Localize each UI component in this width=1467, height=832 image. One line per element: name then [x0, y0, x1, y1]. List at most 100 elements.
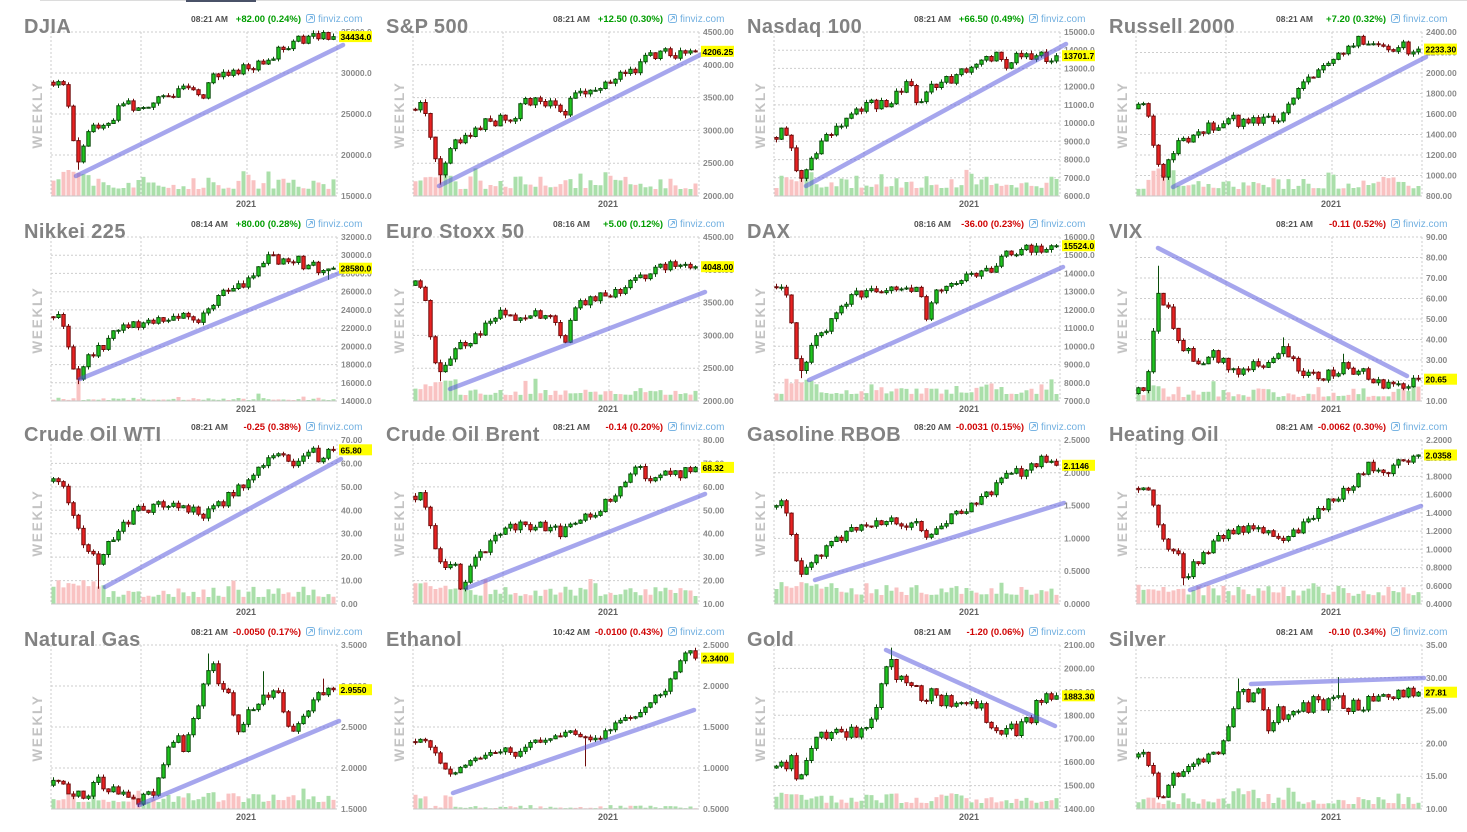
svg-text:finviz.com: finviz.com — [1041, 219, 1085, 230]
svg-text:WEEKLY: WEEKLY — [30, 81, 45, 148]
svg-text:1.8000: 1.8000 — [1426, 471, 1452, 481]
svg-text:finviz.com: finviz.com — [1403, 422, 1447, 433]
svg-text:finviz.com: finviz.com — [1403, 14, 1447, 25]
svg-text:2021: 2021 — [959, 607, 979, 616]
svg-text:+5.00 (0.12%): +5.00 (0.12%) — [603, 219, 663, 230]
svg-text:Natural Gas: Natural Gas — [24, 629, 141, 651]
svg-text:-0.0031 (0.15%): -0.0031 (0.15%) — [956, 422, 1024, 433]
svg-text:8000.0: 8000.0 — [1064, 378, 1090, 388]
svg-text:4048.00: 4048.00 — [703, 262, 734, 272]
svg-text:2021: 2021 — [598, 199, 618, 208]
svg-text:60.00: 60.00 — [341, 458, 363, 468]
svg-text:1883.30: 1883.30 — [1064, 691, 1095, 701]
svg-text:2.3400: 2.3400 — [703, 654, 729, 664]
svg-text:10.00: 10.00 — [1426, 804, 1448, 814]
svg-text:35.00: 35.00 — [1426, 640, 1448, 650]
svg-text:4500.00: 4500.00 — [703, 27, 734, 37]
svg-text:08:21 AM: 08:21 AM — [914, 14, 951, 24]
svg-text:08:14 AM: 08:14 AM — [191, 219, 228, 229]
svg-text:15524.0: 15524.0 — [1064, 241, 1095, 251]
svg-text:08:21 AM: 08:21 AM — [191, 627, 228, 637]
svg-text:finviz.com: finviz.com — [680, 14, 724, 25]
svg-text:1.2000: 1.2000 — [1426, 526, 1452, 536]
svg-text:40.00: 40.00 — [341, 505, 363, 515]
svg-text:2400.00: 2400.00 — [1426, 27, 1457, 37]
svg-text:2021: 2021 — [598, 607, 618, 616]
svg-text:1700.00: 1700.00 — [1064, 734, 1095, 744]
svg-text:20.65: 20.65 — [1426, 375, 1448, 385]
svg-text:20.00: 20.00 — [341, 552, 363, 562]
svg-text:12000.0: 12000.0 — [1064, 305, 1095, 315]
svg-text:DJIA: DJIA — [24, 16, 71, 38]
svg-text:32000.0: 32000.0 — [341, 232, 372, 242]
svg-text:15000.0: 15000.0 — [1064, 250, 1095, 260]
svg-text:-0.0050 (0.17%): -0.0050 (0.17%) — [233, 627, 301, 638]
svg-text:50.00: 50.00 — [1426, 314, 1448, 324]
svg-text:2021: 2021 — [959, 404, 979, 413]
svg-text:1200.00: 1200.00 — [1426, 150, 1457, 160]
svg-text:finviz.com: finviz.com — [318, 627, 362, 638]
svg-text:2.0000: 2.0000 — [341, 763, 367, 773]
svg-text:2021: 2021 — [1321, 404, 1341, 413]
svg-text:2021: 2021 — [959, 812, 979, 821]
svg-text:90.00: 90.00 — [1426, 232, 1448, 242]
svg-text:0.0000: 0.0000 — [1064, 599, 1090, 609]
svg-text:finviz.com: finviz.com — [1041, 14, 1085, 25]
svg-text:08:16 AM: 08:16 AM — [553, 219, 590, 229]
svg-text:0.00: 0.00 — [341, 599, 358, 609]
svg-text:2021: 2021 — [1321, 199, 1341, 208]
svg-text:08:21 AM: 08:21 AM — [1276, 627, 1313, 637]
svg-text:1600.00: 1600.00 — [1426, 109, 1457, 119]
svg-text:0.8000: 0.8000 — [1426, 563, 1452, 573]
svg-text:1.0000: 1.0000 — [1064, 533, 1090, 543]
svg-text:25000.0: 25000.0 — [341, 109, 372, 119]
svg-text:1800.00: 1800.00 — [1064, 710, 1095, 720]
svg-text:08:21 AM: 08:21 AM — [914, 627, 951, 637]
svg-text:14000.0: 14000.0 — [341, 396, 372, 406]
svg-text:-1.20 (0.06%): -1.20 (0.06%) — [966, 627, 1024, 638]
svg-text:2.5000: 2.5000 — [703, 640, 729, 650]
svg-text:30.00: 30.00 — [341, 529, 363, 539]
svg-text:2000.00: 2000.00 — [703, 191, 734, 201]
svg-text:-0.0100 (0.43%): -0.0100 (0.43%) — [595, 627, 663, 638]
svg-text:1800.00: 1800.00 — [1426, 89, 1457, 99]
svg-text:finviz.com: finviz.com — [318, 422, 362, 433]
svg-text:24000.0: 24000.0 — [341, 305, 372, 315]
svg-text:08:16 AM: 08:16 AM — [914, 219, 951, 229]
svg-text:2.5000: 2.5000 — [341, 722, 367, 732]
svg-text:2021: 2021 — [598, 812, 618, 821]
svg-text:1.0000: 1.0000 — [1426, 544, 1452, 554]
svg-text:40.00: 40.00 — [703, 529, 725, 539]
svg-text:-0.25 (0.38%): -0.25 (0.38%) — [243, 422, 301, 433]
svg-text:4000.00: 4000.00 — [703, 60, 734, 70]
svg-text:25.00: 25.00 — [1426, 706, 1448, 716]
svg-text:10.00: 10.00 — [703, 599, 725, 609]
svg-text:60.00: 60.00 — [1426, 294, 1448, 304]
svg-text:14000.0: 14000.0 — [1064, 268, 1095, 278]
svg-text:Russell 2000: Russell 2000 — [1109, 16, 1235, 38]
svg-text:30000.0: 30000.0 — [341, 250, 372, 260]
svg-text:10000.0: 10000.0 — [1064, 341, 1095, 351]
svg-text:WEEKLY: WEEKLY — [1115, 694, 1130, 761]
svg-text:50.00: 50.00 — [703, 505, 725, 515]
svg-text:1.0000: 1.0000 — [703, 763, 729, 773]
svg-text:2000.00: 2000.00 — [1426, 68, 1457, 78]
svg-text:7000.0: 7000.0 — [1064, 396, 1090, 406]
svg-text:20.00: 20.00 — [703, 576, 725, 586]
svg-text:30000.0: 30000.0 — [341, 68, 372, 78]
svg-text:11000.0: 11000.0 — [1064, 323, 1095, 333]
svg-text:80.00: 80.00 — [1426, 253, 1448, 263]
svg-text:Crude Oil Brent: Crude Oil Brent — [386, 424, 540, 446]
svg-text:2021: 2021 — [236, 404, 256, 413]
svg-text:Heating Oil: Heating Oil — [1109, 424, 1219, 446]
svg-text:2000.00: 2000.00 — [1064, 663, 1095, 673]
svg-text:0.5000: 0.5000 — [703, 804, 729, 814]
svg-text:08:21 AM: 08:21 AM — [191, 14, 228, 24]
svg-text:3.5000: 3.5000 — [341, 640, 367, 650]
svg-text:-0.11 (0.52%): -0.11 (0.52%) — [1329, 219, 1386, 230]
svg-text:3500.00: 3500.00 — [703, 298, 734, 308]
svg-text:2.0000: 2.0000 — [1064, 468, 1090, 478]
svg-text:WEEKLY: WEEKLY — [753, 489, 768, 556]
svg-text:0.4000: 0.4000 — [1426, 599, 1452, 609]
svg-text:1600.00: 1600.00 — [1064, 757, 1095, 767]
